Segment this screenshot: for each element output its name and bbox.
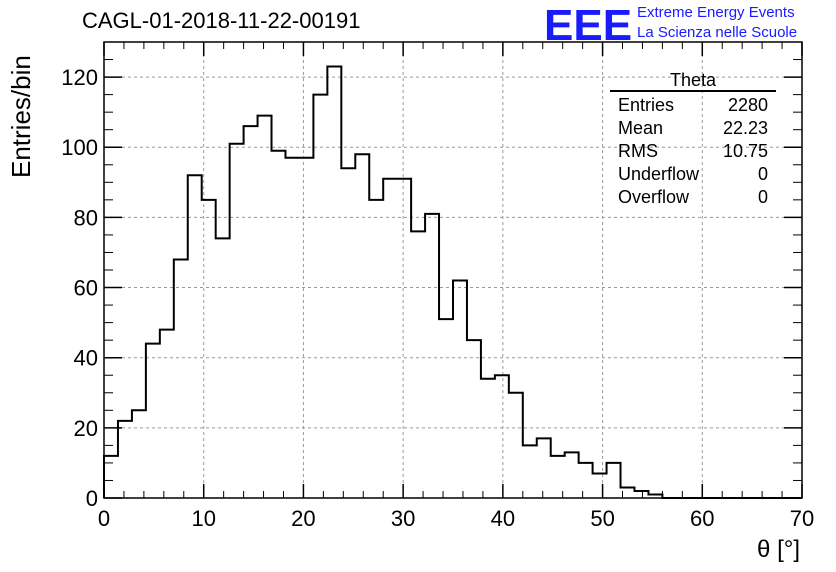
x-tick-label: 0 — [98, 506, 110, 531]
stats-label: Mean — [618, 118, 664, 138]
histogram-title: CAGL-01-2018-11-22-00191 — [82, 8, 361, 33]
stats-value: 22.23 — [722, 118, 768, 138]
stats-value: 0 — [757, 164, 768, 184]
eee-logo-text: Extreme Energy Events La Scienza nelle S… — [637, 3, 797, 43]
y-tick-label: 60 — [74, 276, 98, 301]
stats-title: Theta — [610, 70, 776, 92]
stats-label: Overflow — [618, 187, 690, 207]
stats-value: 10.75 — [722, 141, 768, 161]
stats-label: Underflow — [618, 164, 700, 184]
logo-line-2: La Scienza nelle Scuole — [637, 24, 798, 41]
y-axis-label: Entries/bin — [6, 55, 36, 178]
tick-labels: 0 10 20 30 40 50 60 70 0 20 40 60 80 100 120 — [61, 65, 814, 531]
x-tick-label: 70 — [790, 506, 814, 531]
stats-row-overflow: Overflow 0 — [610, 186, 776, 209]
stats-label: RMS — [618, 141, 658, 161]
y-tick-label: 100 — [61, 135, 98, 160]
x-tick-label: 50 — [590, 506, 614, 531]
svg-text:EEE: EEE — [544, 2, 632, 44]
stats-row-entries: Entries 2280 — [610, 94, 776, 117]
y-tick-label: 80 — [74, 205, 98, 230]
x-tick-label: 40 — [491, 506, 515, 531]
stats-row-mean: Mean 22.23 — [610, 117, 776, 140]
plot-frame — [103, 41, 803, 499]
y-tick-label: 40 — [74, 346, 98, 371]
y-tick-label: 120 — [61, 65, 98, 90]
eee-logo-icon: EEE — [544, 2, 632, 44]
x-tick-label: 30 — [391, 506, 415, 531]
stats-row-underflow: Underflow 0 — [610, 163, 776, 186]
stats-value: 0 — [757, 187, 768, 207]
y-tick-label: 0 — [86, 486, 98, 511]
x-axis-label: θ [°] — [757, 536, 800, 563]
grid-lines — [104, 42, 802, 498]
stats-box: Theta Entries 2280 Mean 22.23 RMS 10.75 … — [610, 70, 776, 209]
logo-line-1: Extreme Energy Events — [637, 4, 795, 21]
y-tick-label: 20 — [74, 416, 98, 441]
stats-row-rms: RMS 10.75 — [610, 140, 776, 163]
x-tick-label: 20 — [291, 506, 315, 531]
stats-label: Entries — [618, 95, 675, 115]
x-tick-label: 10 — [191, 506, 215, 531]
histogram-series — [103, 65, 802, 499]
x-tick-label: 60 — [690, 506, 714, 531]
stats-value: 2280 — [727, 95, 768, 115]
